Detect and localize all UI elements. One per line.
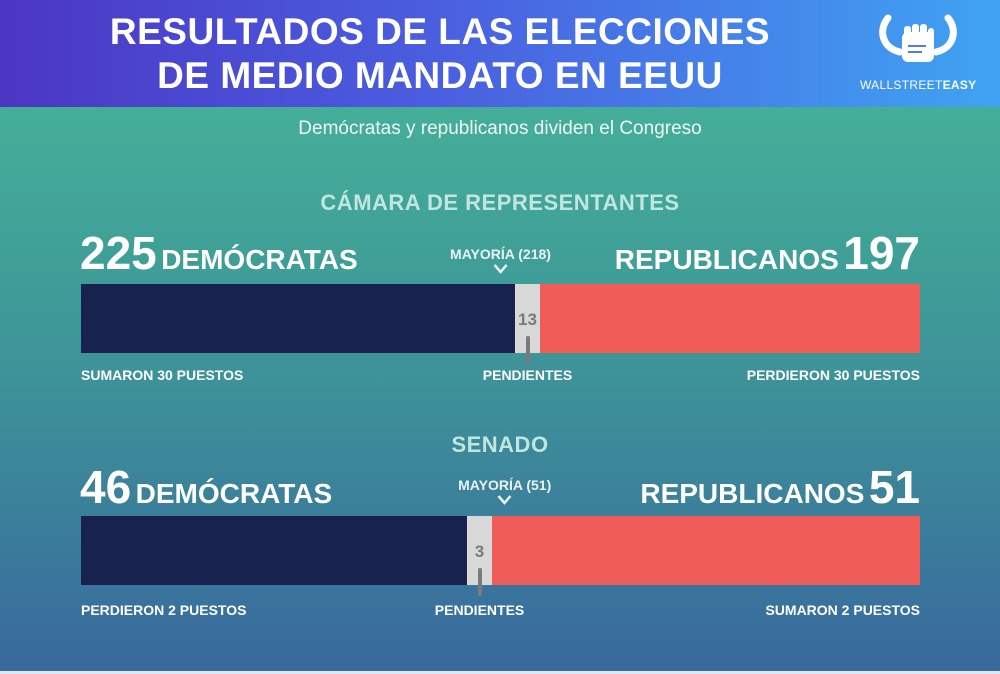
senate-republicans-bar xyxy=(492,516,920,585)
house-democrats-note: SUMARON 30 PUESTOS xyxy=(81,367,244,383)
house-democrats-label: DEMÓCRATAS xyxy=(161,244,358,275)
senate-republicans-note: SUMARON 2 PUESTOS xyxy=(765,602,920,618)
subtitle: Demócratas y republicanos dividen el Con… xyxy=(298,118,702,139)
page-title: RESULTADOS DE LAS ELECCIONES DE MEDIO MA… xyxy=(40,10,840,98)
senate-majority-marker: MAYORÍA (51) xyxy=(458,477,551,505)
senate-democrats-value: 46 xyxy=(80,461,132,513)
logo-wordmark: WALLSTREETEASY xyxy=(860,78,977,92)
senate-republicans-heading: REPUBLICANOS 51 xyxy=(640,460,920,514)
wallstreeteasy-logo[interactable]: WALLSTREETEASY xyxy=(860,10,977,100)
chevron-down-icon xyxy=(497,495,512,505)
senate-majority-label: MAYORÍA (51) xyxy=(458,477,552,493)
house-democrats-heading: 225 DEMÓCRATAS xyxy=(80,226,358,280)
house-republicans-label: REPUBLICANOS xyxy=(614,244,839,275)
senate-democrats-heading: 46 DEMÓCRATAS xyxy=(80,460,332,514)
senate-republicans-value: 51 xyxy=(868,461,920,513)
senate-democrats-label: DEMÓCRATAS xyxy=(135,478,333,509)
fist-bull-horns-icon xyxy=(879,14,957,62)
house-republicans-note: PERDIERON 30 PUESTOS xyxy=(746,367,920,383)
house-title: CÁMARA DE REPRESENTANTES xyxy=(320,190,680,215)
senate-pending-value: 3 xyxy=(474,542,485,561)
senate-title: SENADO xyxy=(451,432,549,457)
title-line-1: RESULTADOS DE LAS ELECCIONES xyxy=(109,11,771,52)
house-stacked-bar xyxy=(81,284,920,353)
senate-democrats-bar xyxy=(81,516,467,585)
house-republicans-bar xyxy=(540,284,920,353)
chevron-down-icon xyxy=(493,264,508,274)
house-democrats-value: 225 xyxy=(80,227,157,279)
house-majority-marker: MAYORÍA (218) xyxy=(450,246,551,274)
house-majority-label: MAYORÍA (218) xyxy=(450,246,551,262)
senate-stacked-bar xyxy=(81,516,920,585)
senate-pending-tick xyxy=(477,568,482,596)
house-republicans-heading: REPUBLICANOS 197 xyxy=(615,226,920,280)
senate-democrats-note: PERDIERON 2 PUESTOS xyxy=(81,602,247,618)
house-democrats-bar xyxy=(81,284,515,353)
bottom-divider xyxy=(0,671,1000,674)
senate-pending-label: PENDIENTES xyxy=(434,602,525,618)
senate-republicans-label: REPUBLICANOS xyxy=(640,478,865,509)
title-line-2: DE MEDIO MANDATO EN EEUU xyxy=(157,55,723,96)
house-pending-tick xyxy=(525,336,530,364)
house-pending-label: PENDIENTES xyxy=(482,367,573,383)
house-republicans-value: 197 xyxy=(843,227,920,279)
house-pending-value: 13 xyxy=(518,310,537,329)
header-banner: RESULTADOS DE LAS ELECCIONES DE MEDIO MA… xyxy=(0,0,1000,107)
